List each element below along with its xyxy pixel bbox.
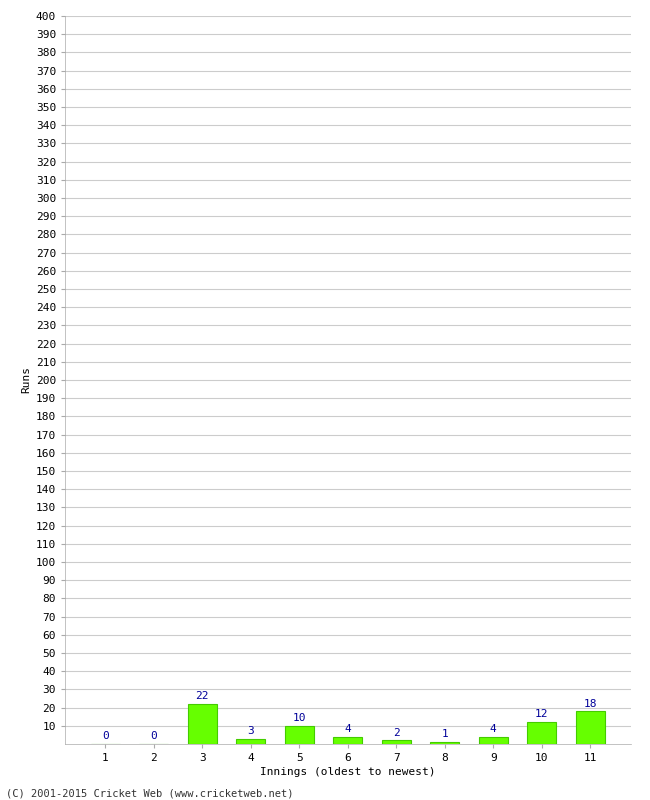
Bar [382, 740, 411, 744]
Bar [478, 737, 508, 744]
Bar [527, 722, 556, 744]
X-axis label: Innings (oldest to newest): Innings (oldest to newest) [260, 767, 436, 777]
Text: 3: 3 [248, 726, 254, 736]
Text: 10: 10 [292, 713, 306, 723]
Bar [576, 711, 604, 744]
Text: 0: 0 [150, 731, 157, 742]
Bar [285, 726, 314, 744]
Text: (C) 2001-2015 Cricket Web (www.cricketweb.net): (C) 2001-2015 Cricket Web (www.cricketwe… [6, 789, 294, 798]
Bar [236, 738, 265, 744]
Text: 4: 4 [490, 724, 497, 734]
Text: 22: 22 [196, 691, 209, 702]
Text: 4: 4 [344, 724, 351, 734]
Text: 18: 18 [584, 698, 597, 709]
Bar [188, 704, 217, 744]
Text: 2: 2 [393, 728, 400, 738]
Bar [430, 742, 460, 744]
Text: 1: 1 [441, 730, 448, 739]
Text: 12: 12 [535, 710, 549, 719]
Bar [333, 737, 362, 744]
Y-axis label: Runs: Runs [21, 366, 32, 394]
Text: 0: 0 [102, 731, 109, 742]
